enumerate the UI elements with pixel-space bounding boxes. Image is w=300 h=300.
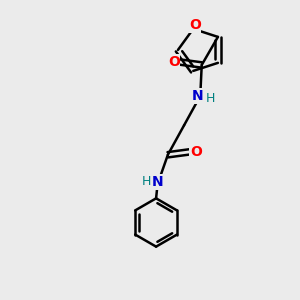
Text: N: N [192,89,204,103]
Text: O: O [190,145,202,159]
Text: O: O [189,18,201,32]
Text: H: H [142,176,151,188]
Text: N: N [152,175,164,189]
Text: O: O [168,55,180,69]
Text: H: H [206,92,215,105]
